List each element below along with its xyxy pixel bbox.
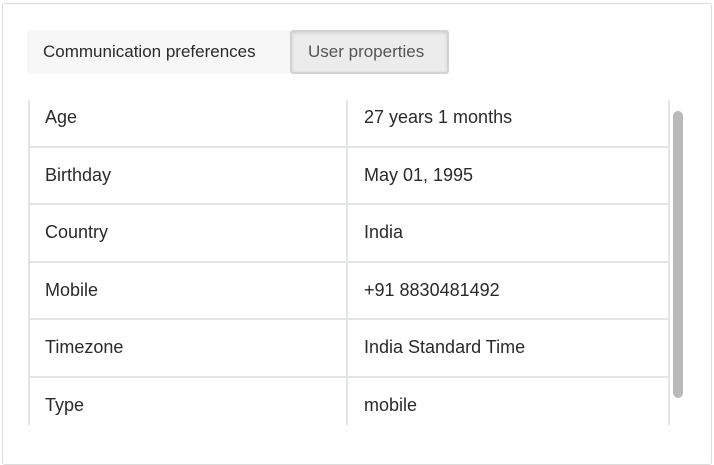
property-key: Type — [30, 377, 348, 425]
property-value: 27 years 1 months — [364, 107, 513, 128]
table-row: Timezone India Standard Time — [30, 320, 668, 378]
table-row: Age 27 years 1 months — [30, 100, 668, 148]
property-value: May 01, 1995 — [364, 164, 474, 185]
property-value: mobile — [364, 394, 418, 415]
table-row: Mobile +91 8830481492 — [30, 262, 668, 320]
table-row: Type mobile — [30, 377, 668, 425]
property-key: Country — [30, 205, 348, 261]
property-key: Mobile — [30, 262, 348, 318]
property-key: Birthday — [30, 147, 348, 203]
table-row: Country India — [30, 205, 668, 263]
property-key: Age — [30, 100, 348, 146]
scrollbar-thumb[interactable] — [673, 111, 683, 398]
tab-bar: Communication preferences User propertie… — [27, 30, 449, 74]
tab-user-properties[interactable]: User properties — [290, 30, 449, 74]
property-value: +91 8830481492 — [364, 279, 500, 300]
property-value: India — [364, 222, 404, 243]
tab-communication-preferences[interactable]: Communication preferences — [27, 30, 290, 74]
property-key: Timezone — [30, 320, 348, 376]
user-properties-table: Age 27 years 1 months Birthday May 01, 1… — [28, 100, 670, 425]
property-value: India Standard Time — [364, 337, 526, 358]
user-details-panel — [2, 3, 712, 465]
table-row: Birthday May 01, 1995 — [30, 147, 668, 205]
